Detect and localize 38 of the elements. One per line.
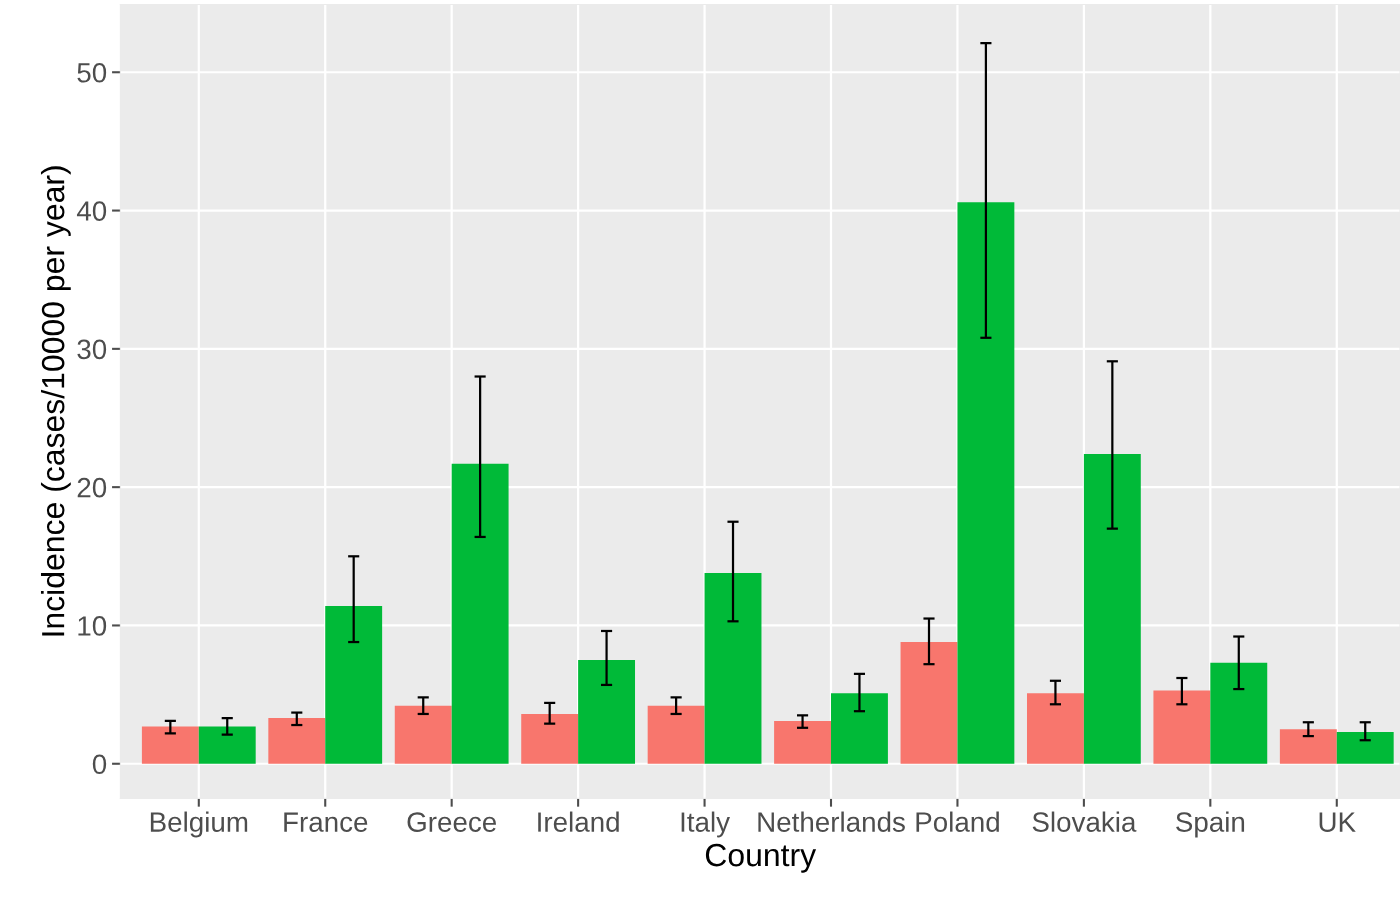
x-tick-label: Ireland xyxy=(538,811,619,832)
x-tick-label: Greece xyxy=(407,812,496,832)
bar xyxy=(394,705,452,764)
bar xyxy=(521,713,579,764)
y-axis-title: Incidence (cases/10000 per year) xyxy=(40,166,71,636)
bar xyxy=(647,705,705,764)
y-tick-label: 40 xyxy=(76,201,107,221)
bar xyxy=(1026,693,1084,764)
x-tick-label: Italy xyxy=(681,811,730,838)
x-tick-label: Slovakia xyxy=(1032,811,1137,832)
y-tick-label: 0 xyxy=(92,754,107,775)
x-tick-label: Poland xyxy=(916,811,999,832)
x-tick-label: Spain xyxy=(1176,811,1245,838)
bar xyxy=(900,642,958,764)
bar xyxy=(1336,731,1394,764)
bar xyxy=(957,202,1015,764)
x-tick-label: France xyxy=(284,812,368,832)
y-tick-label: 30 xyxy=(77,339,107,360)
bar xyxy=(578,660,636,764)
y-tick-label: 20 xyxy=(77,477,107,498)
bar xyxy=(268,718,326,764)
x-axis-title: Country xyxy=(705,843,817,873)
x-tick-label: UK xyxy=(1319,812,1356,832)
bar xyxy=(704,572,762,764)
bar xyxy=(1210,662,1268,764)
bar xyxy=(198,726,256,764)
bar xyxy=(1153,690,1211,764)
x-tick-label: Netherlands xyxy=(758,811,905,832)
bar xyxy=(451,463,509,764)
bar xyxy=(1279,729,1337,764)
y-tick-label: 50 xyxy=(77,62,107,83)
bar xyxy=(1083,453,1141,764)
bar xyxy=(831,693,888,764)
bar xyxy=(325,606,383,764)
y-tick-label: 10 xyxy=(78,616,107,636)
bar xyxy=(141,726,199,764)
x-tick-label: Belgium xyxy=(150,811,248,838)
bar xyxy=(774,720,832,764)
